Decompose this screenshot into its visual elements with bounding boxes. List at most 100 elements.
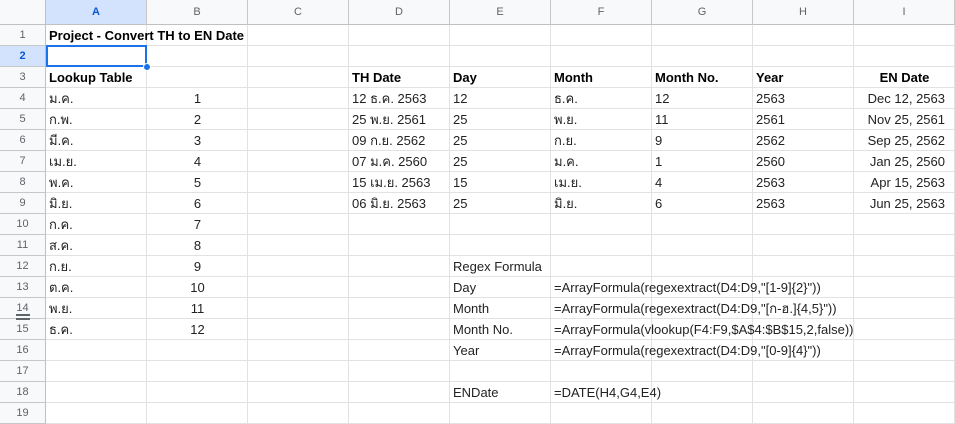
en-date-cell[interactable]: Jan 25, 2560 (869, 154, 945, 169)
lookup-month-abbr[interactable]: พ.ค. (49, 175, 74, 190)
month-cell[interactable]: พ.ย. (554, 112, 578, 127)
row-header-18[interactable]: 18 (0, 382, 46, 403)
en-date-cell[interactable]: Dec 12, 2563 (867, 91, 945, 106)
year-cell[interactable]: 2563 (756, 175, 785, 190)
sheet-title[interactable]: Project - Convert TH to EN Date (49, 28, 245, 43)
month-cell[interactable]: ธ.ค. (554, 91, 578, 106)
day-cell[interactable]: 25 (453, 196, 468, 211)
day-cell[interactable]: 25 (453, 112, 468, 127)
lookup-month-number[interactable]: 4 (193, 154, 202, 169)
column-header-d[interactable]: D (349, 0, 450, 25)
year-cell[interactable]: 2563 (756, 196, 785, 211)
lookup-month-number[interactable]: 2 (193, 112, 202, 127)
month-no-cell[interactable]: 4 (655, 175, 663, 190)
column-header-i[interactable]: I (854, 0, 955, 25)
row-header-1[interactable]: 1 (0, 25, 46, 46)
row-header-7[interactable]: 7 (0, 151, 46, 172)
column-header-f[interactable]: F (551, 0, 652, 25)
th-date-cell[interactable]: 12 ธ.ค. 2563 (352, 91, 427, 106)
formula-text[interactable]: =ArrayFormula(regexextract(D4:D9,"[1-9]{… (554, 280, 821, 295)
formula-text[interactable]: =ArrayFormula(vlookup(F4:F9,$A$4:$B$15,2… (554, 322, 854, 337)
th-date-cell[interactable]: 06 มิ.ย. 2563 (352, 196, 427, 211)
formula-label[interactable]: Year (453, 343, 480, 358)
th-date-cell[interactable]: 15 เม.ย. 2563 (352, 175, 431, 190)
en-date-cell[interactable]: Apr 15, 2563 (870, 175, 945, 190)
day-cell[interactable]: 15 (453, 175, 468, 190)
row-header-9[interactable]: 9 (0, 193, 46, 214)
lookup-month-abbr[interactable]: พ.ย. (49, 301, 73, 316)
row-header-3[interactable]: 3 (0, 67, 46, 88)
lookup-month-abbr[interactable]: ส.ค. (49, 238, 73, 253)
lookup-month-number[interactable]: 10 (190, 280, 205, 295)
lookup-month-number[interactable]: 9 (193, 259, 202, 274)
lookup-month-abbr[interactable]: มี.ค. (49, 133, 74, 148)
lookup-month-abbr[interactable]: ม.ค. (49, 91, 74, 106)
column-header-g[interactable]: G (652, 0, 753, 25)
month-no-cell[interactable]: 9 (655, 133, 663, 148)
column-header-c[interactable]: C (248, 0, 349, 25)
en-date-cell[interactable]: Nov 25, 2561 (867, 112, 945, 127)
lookup-month-abbr[interactable]: ต.ค. (49, 280, 74, 295)
month-no-cell[interactable]: 12 (655, 91, 670, 106)
lookup-table-header[interactable]: Lookup Table (49, 70, 133, 85)
select-all-corner[interactable] (0, 0, 46, 25)
formula-label[interactable]: Day (453, 280, 477, 295)
lookup-month-abbr[interactable]: ก.ย. (49, 259, 72, 274)
month-header[interactable]: Month (554, 70, 593, 85)
freeze-handle-icon[interactable] (16, 318, 30, 320)
row-header-10[interactable]: 10 (0, 214, 46, 235)
row-header-8[interactable]: 8 (0, 172, 46, 193)
row-header-6[interactable]: 6 (0, 130, 46, 151)
lookup-month-abbr[interactable]: ธ.ค. (49, 322, 73, 337)
column-header-e[interactable]: E (450, 0, 551, 25)
year-cell[interactable]: 2561 (756, 112, 785, 127)
th-date-cell[interactable]: 07 ม.ค. 2560 (352, 154, 428, 169)
row-header-19[interactable]: 19 (0, 403, 46, 424)
endate-label[interactable]: ENDate (453, 385, 499, 400)
formula-label[interactable]: Month No. (453, 322, 513, 337)
month-cell[interactable]: ก.ย. (554, 133, 577, 148)
year-header[interactable]: Year (756, 70, 784, 85)
row-header-15[interactable]: 15 (0, 319, 46, 340)
month-no-cell[interactable]: 6 (655, 196, 663, 211)
row-header-4[interactable]: 4 (0, 88, 46, 109)
column-header-b[interactable]: B (147, 0, 248, 25)
row-header-12[interactable]: 12 (0, 256, 46, 277)
lookup-month-number[interactable]: 5 (193, 175, 202, 190)
day-header[interactable]: Day (453, 70, 477, 85)
lookup-month-number[interactable]: 7 (193, 217, 202, 232)
lookup-month-number[interactable]: 11 (190, 301, 205, 316)
month-cell[interactable]: มิ.ย. (554, 196, 578, 211)
formula-text[interactable]: =ArrayFormula(regexextract(D4:D9,"[ก-ฮ.]… (554, 301, 837, 316)
row-header-11[interactable]: 11 (0, 235, 46, 256)
row-header-13[interactable]: 13 (0, 277, 46, 298)
month-cell[interactable]: เม.ย. (554, 175, 582, 190)
regex-formula-heading[interactable]: Regex Formula (453, 259, 542, 274)
lookup-month-number[interactable]: 3 (193, 133, 202, 148)
year-cell[interactable]: 2562 (756, 133, 785, 148)
lookup-month-abbr[interactable]: ก.ค. (49, 217, 73, 232)
en-date-header[interactable]: EN Date (879, 70, 930, 85)
freeze-handle-icon[interactable] (16, 314, 30, 316)
month-no-header[interactable]: Month No. (655, 70, 719, 85)
row-header-16[interactable]: 16 (0, 340, 46, 361)
lookup-month-abbr[interactable]: ก.พ. (49, 112, 73, 127)
lookup-month-abbr[interactable]: เม.ย. (49, 154, 77, 169)
year-cell[interactable]: 2560 (756, 154, 785, 169)
en-date-cell[interactable]: Jun 25, 2563 (869, 196, 945, 211)
month-no-cell[interactable]: 11 (655, 112, 669, 127)
column-header-h[interactable]: H (753, 0, 854, 25)
en-date-cell[interactable]: Sep 25, 2562 (867, 133, 945, 148)
lookup-month-number[interactable]: 1 (193, 91, 202, 106)
endate-formula[interactable]: =DATE(H4,G4,E4) (554, 385, 662, 400)
day-cell[interactable]: 25 (453, 133, 468, 148)
month-cell[interactable]: ม.ค. (554, 154, 579, 169)
lookup-month-abbr[interactable]: มิ.ย. (49, 196, 73, 211)
th-date-cell[interactable]: 25 พ.ย. 2561 (352, 112, 427, 127)
formula-label[interactable]: Month (453, 301, 490, 316)
lookup-month-number[interactable]: 12 (190, 322, 205, 337)
th-date-header[interactable]: TH Date (352, 70, 402, 85)
day-cell[interactable]: 25 (453, 154, 468, 169)
lookup-month-number[interactable]: 6 (193, 196, 202, 211)
